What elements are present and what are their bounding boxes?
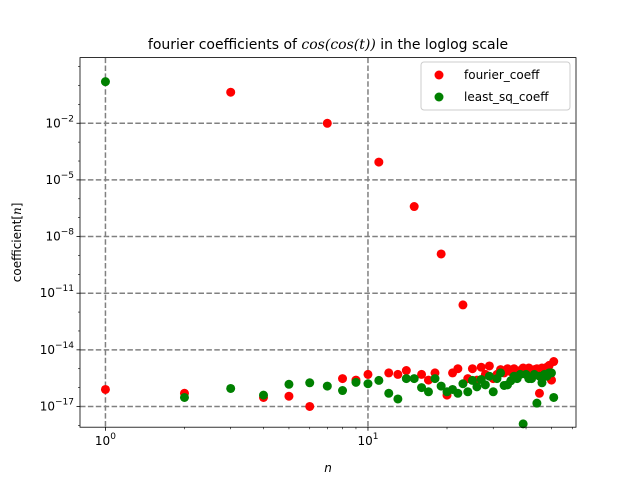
- plot-frame: [79, 57, 577, 428]
- y-tick-label: 10−2: [45, 114, 74, 130]
- data-point-least-sq-coeff: [484, 371, 494, 381]
- data-point-fourier-coeff: [458, 300, 468, 310]
- y-tick-label: 10−5: [45, 171, 74, 187]
- data-point-least-sq-coeff: [100, 77, 110, 87]
- data-point-fourier-coeff: [484, 361, 494, 371]
- data-point-least-sq-coeff: [384, 388, 394, 398]
- chart-title-math: cos(cos(t)): [301, 37, 375, 53]
- data-point-least-sq-coeff: [338, 386, 348, 396]
- data-point-fourier-coeff: [284, 391, 294, 401]
- x-tick-label: 100: [95, 432, 116, 448]
- data-point-fourier-coeff: [226, 87, 236, 97]
- data-point-least-sq-coeff: [305, 378, 315, 388]
- legend-label-least-sq-coeff: least_sq_coeff: [464, 90, 549, 104]
- data-point-least-sq-coeff: [374, 375, 384, 385]
- data-point-fourier-coeff: [100, 384, 110, 394]
- y-tick-label: 10−11: [40, 284, 74, 300]
- data-point-fourier-coeff: [322, 118, 332, 128]
- tick-labels: 100 101 10−17 10−14 10−11 10−8 10−5 10−2: [40, 114, 379, 448]
- data-point-fourier-coeff: [549, 357, 559, 367]
- y-axis-label: coefficient[n]: [10, 203, 24, 283]
- data-point-least-sq-coeff: [363, 379, 373, 389]
- legend-marker-least-sq-coeff: [434, 92, 444, 102]
- data-point-least-sq-coeff: [284, 379, 294, 389]
- data-point-fourier-coeff: [417, 369, 427, 379]
- data-point-least-sq-coeff: [496, 368, 506, 378]
- data-point-least-sq-coeff: [226, 383, 236, 393]
- axis-ticks: [76, 122, 369, 431]
- data-point-least-sq-coeff: [458, 379, 468, 389]
- data-point-fourier-coeff: [453, 364, 463, 374]
- data-point-least-sq-coeff: [179, 392, 189, 402]
- data-point-least-sq-coeff: [532, 398, 542, 408]
- chart-title: fourier coefficients of cos(cos(t)) in t…: [148, 37, 508, 53]
- data-point-least-sq-coeff: [549, 392, 559, 402]
- data-point-least-sq-coeff: [488, 387, 498, 397]
- data-point-fourier-coeff: [401, 366, 411, 376]
- data-point-fourier-coeff: [305, 401, 315, 411]
- data-point-least-sq-coeff: [472, 382, 482, 392]
- data-point-least-sq-coeff: [322, 381, 332, 391]
- legend-label-fourier-coeff: fourier_coeff: [464, 68, 540, 82]
- data-point-fourier-coeff: [409, 202, 419, 212]
- data-point-least-sq-coeff: [518, 419, 528, 429]
- data-point-least-sq-coeff: [546, 368, 556, 378]
- data-point-fourier-coeff: [476, 362, 486, 372]
- data-point-least-sq-coeff: [537, 378, 547, 388]
- data-point-least-sq-coeff: [436, 381, 446, 391]
- data-point-least-sq-coeff: [259, 390, 268, 400]
- x-axis-label: n: [324, 461, 332, 475]
- data-point-least-sq-coeff: [401, 374, 411, 384]
- data-point-fourier-coeff: [534, 388, 544, 398]
- x-tick-label: 101: [357, 432, 378, 448]
- data-point-fourier-coeff: [374, 157, 384, 167]
- data-point-fourier-coeff: [384, 368, 394, 378]
- data-point-fourier-coeff: [467, 364, 477, 374]
- data-point-least-sq-coeff: [453, 388, 463, 398]
- data-point-least-sq-coeff: [463, 387, 473, 397]
- data-point-least-sq-coeff: [417, 383, 427, 393]
- data-point-least-sq-coeff: [351, 377, 361, 387]
- data-point-fourier-coeff: [363, 369, 373, 379]
- data-point-least-sq-coeff: [409, 374, 419, 384]
- y-axis-label-math: n: [10, 207, 24, 215]
- legend-frame: [420, 61, 571, 111]
- grid-lines: [80, 57, 576, 428]
- data-point-least-sq-coeff: [467, 375, 477, 385]
- y-tick-label: 10−17: [40, 397, 74, 413]
- data-point-least-sq-coeff: [430, 374, 440, 384]
- y-tick-label: 10−8: [45, 228, 74, 244]
- data-point-fourier-coeff: [338, 374, 348, 384]
- data-point-fourier-coeff: [436, 249, 446, 259]
- legend-marker-fourier-coeff: [434, 70, 444, 80]
- data-points: [100, 77, 559, 429]
- data-point-fourier-coeff: [393, 369, 403, 379]
- data-point-least-sq-coeff: [393, 394, 403, 404]
- data-point-least-sq-coeff: [423, 387, 433, 397]
- legend: fourier_coeff least_sq_coeff: [420, 61, 571, 111]
- data-point-least-sq-coeff: [480, 380, 490, 390]
- y-tick-label: 10−14: [40, 341, 75, 357]
